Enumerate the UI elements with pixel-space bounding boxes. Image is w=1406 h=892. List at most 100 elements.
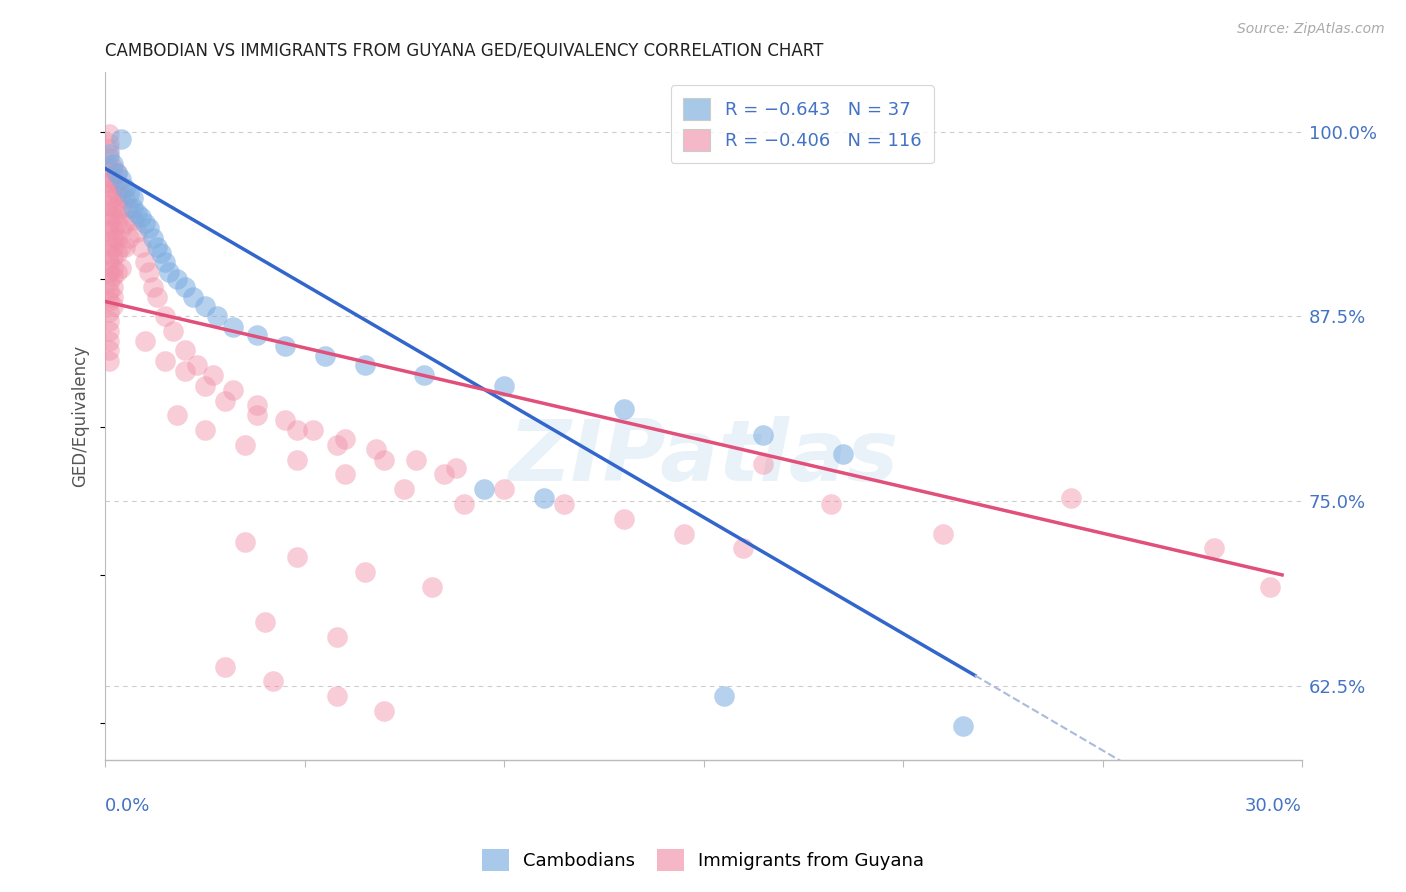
Point <box>153 353 176 368</box>
Point <box>353 358 375 372</box>
Point <box>174 279 197 293</box>
Point <box>134 216 156 230</box>
Point <box>205 310 228 324</box>
Point <box>446 461 468 475</box>
Point <box>98 186 121 201</box>
Point <box>1258 580 1281 594</box>
Point <box>274 339 297 353</box>
Point <box>105 166 128 180</box>
Point <box>105 166 128 180</box>
Point <box>103 171 125 186</box>
Point <box>98 206 121 220</box>
Point <box>138 220 160 235</box>
Point <box>122 191 145 205</box>
Point <box>752 427 775 442</box>
Legend: Cambodians, Immigrants from Guyana: Cambodians, Immigrants from Guyana <box>474 842 932 879</box>
Point <box>472 482 495 496</box>
Point <box>98 216 121 230</box>
Point <box>110 132 132 146</box>
Point <box>98 275 121 289</box>
Point <box>110 180 132 194</box>
Point <box>366 442 388 457</box>
Point <box>103 220 125 235</box>
Point <box>118 202 141 216</box>
Point <box>114 240 136 254</box>
Point <box>353 565 375 579</box>
Point <box>103 299 125 313</box>
Point <box>174 364 197 378</box>
Point <box>433 467 456 482</box>
Point <box>103 211 125 225</box>
Point <box>114 180 136 194</box>
Point <box>98 136 121 151</box>
Point <box>122 213 145 227</box>
Point <box>194 423 217 437</box>
Text: ZIPatlas: ZIPatlas <box>509 416 898 499</box>
Point <box>105 245 128 260</box>
Point <box>98 176 121 190</box>
Point <box>413 368 436 383</box>
Point <box>533 491 555 505</box>
Point <box>820 497 842 511</box>
Point <box>394 482 416 496</box>
Point <box>222 383 245 397</box>
Point <box>103 231 125 245</box>
Point <box>157 265 180 279</box>
Point <box>105 202 128 216</box>
Point <box>110 202 132 216</box>
Point <box>952 719 974 733</box>
Point <box>98 146 121 161</box>
Point <box>105 176 128 190</box>
Point <box>672 526 695 541</box>
Point <box>129 240 152 254</box>
Point <box>181 290 204 304</box>
Point <box>110 260 132 275</box>
Point <box>105 265 128 279</box>
Point <box>98 343 121 358</box>
Point <box>494 482 516 496</box>
Point <box>214 393 236 408</box>
Point <box>333 467 356 482</box>
Point <box>1059 491 1081 505</box>
Point <box>98 254 121 268</box>
Point <box>253 615 276 630</box>
Point <box>98 353 121 368</box>
Point <box>98 334 121 349</box>
Point <box>98 225 121 239</box>
Point <box>98 169 121 183</box>
Point <box>134 334 156 349</box>
Point <box>373 704 395 718</box>
Point <box>138 265 160 279</box>
Text: Source: ZipAtlas.com: Source: ZipAtlas.com <box>1237 22 1385 37</box>
Point <box>105 231 128 245</box>
Point <box>1204 541 1226 556</box>
Point <box>453 497 475 511</box>
Point <box>494 378 516 392</box>
Point <box>201 368 224 383</box>
Point <box>325 689 347 703</box>
Point <box>233 438 256 452</box>
Y-axis label: GED/Equivalency: GED/Equivalency <box>72 345 89 487</box>
Point <box>129 211 152 225</box>
Point <box>246 328 269 343</box>
Point <box>114 191 136 205</box>
Point <box>186 358 208 372</box>
Point <box>98 142 121 156</box>
Point <box>103 250 125 264</box>
Point <box>246 398 269 412</box>
Point <box>103 279 125 293</box>
Point <box>150 245 173 260</box>
Point <box>153 254 176 268</box>
Point <box>752 457 775 471</box>
Point <box>105 216 128 230</box>
Point <box>103 260 125 275</box>
Point <box>103 202 125 216</box>
Point <box>98 305 121 319</box>
Point <box>142 279 165 293</box>
Point <box>146 290 169 304</box>
Point <box>98 161 121 176</box>
Point <box>194 378 217 392</box>
Legend: R = −0.643   N = 37, R = −0.406   N = 116: R = −0.643 N = 37, R = −0.406 N = 116 <box>671 85 934 163</box>
Point <box>553 497 575 511</box>
Point <box>122 202 145 216</box>
